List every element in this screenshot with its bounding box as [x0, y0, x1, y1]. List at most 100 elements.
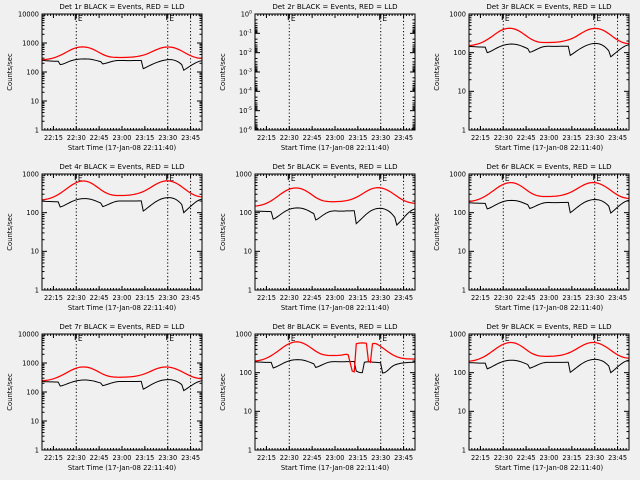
x-axis-tick-label: 23:30 [372, 294, 391, 302]
x-axis-label: Start Time (17-Jan-08 22:11:40) [494, 144, 603, 152]
y-axis-tick-label: 1000 [449, 330, 466, 338]
x-axis-tick-label: 23:15 [349, 134, 368, 142]
x-axis-tick-label: 23:15 [349, 294, 368, 302]
x-axis-tick-label: 23:45 [181, 294, 200, 302]
y-axis-tick-label: 1000 [236, 170, 253, 178]
y-axis-tick-label: 100 [241, 9, 252, 18]
y-axis-tick-label: 10 [31, 248, 39, 256]
y-axis-label: Counts/sec [219, 53, 227, 91]
lld-curve [468, 181, 629, 203]
x-axis-tick-label: 22:45 [90, 294, 109, 302]
y-axis-tick-label: 1 [461, 446, 465, 454]
plot-panel-det7r: Det 7r BLACK = Events, RED = LLD 1 10 100 10… [0, 320, 213, 480]
lld-curve [41, 366, 203, 382]
event-marker-label: E [169, 14, 174, 23]
plot-panel-det1r: Det 1r BLACK = Events, RED = LLD 1 10 100 10… [0, 0, 213, 160]
lld-curve [41, 46, 203, 61]
lld-curve [468, 27, 629, 47]
plot-frame [468, 333, 630, 451]
panel-title: Det 4r BLACK = Events, RED = LLD [59, 162, 185, 171]
event-marker-label: E [291, 174, 296, 183]
x-axis-label: Start Time (17-Jan-08 22:11:40) [68, 304, 177, 312]
x-axis-tick-label: 22:45 [90, 454, 109, 462]
x-axis-tick-label: 23:30 [585, 294, 604, 302]
x-axis-tick-label: 23:15 [135, 134, 154, 142]
x-axis-tick-label: 23:30 [158, 294, 177, 302]
plot-frame [468, 13, 630, 131]
panel-title: Det 3r BLACK = Events, RED = LLD [486, 2, 612, 11]
y-axis-label: Counts/sec [6, 213, 14, 251]
panel-title: Det 1r BLACK = Events, RED = LLD [59, 2, 185, 11]
x-axis-tick-label: 22:30 [493, 294, 512, 302]
y-axis-tick-label: 1 [461, 126, 465, 134]
y-axis-label: Counts/sec [433, 213, 441, 251]
y-axis-tick-label: 1000 [449, 170, 466, 178]
x-axis-tick-label: 23:00 [539, 294, 558, 302]
panel-title: Det 5r BLACK = Events, RED = LLD [273, 162, 399, 171]
plot-frame [468, 173, 630, 291]
y-axis-tick-label: 10 [244, 408, 252, 416]
x-axis-tick-label: 23:00 [113, 134, 132, 142]
lld-curve [41, 180, 203, 201]
y-axis-tick-label: 10-3 [239, 67, 252, 76]
x-axis-tick-label: 23:45 [394, 294, 413, 302]
x-axis-tick-label: 23:00 [326, 134, 345, 142]
x-axis-tick-label: 23:00 [113, 454, 132, 462]
x-axis-tick-label: 22:30 [67, 134, 86, 142]
plot-panel-det2r: Det 2r BLACK = Events, RED = LLD 100 10-1 1… [213, 0, 426, 160]
event-marker-label: E [596, 334, 601, 343]
event-marker-label: E [291, 334, 296, 343]
x-axis-tick-label: 23:30 [585, 454, 604, 462]
x-axis-tick-label: 23:30 [158, 134, 177, 142]
y-axis-tick-label: 10000 [18, 330, 39, 338]
x-axis-tick-label: 22:45 [303, 134, 322, 142]
y-axis-tick-label: 100 [453, 49, 466, 57]
y-axis-tick-label: 1000 [22, 359, 39, 367]
x-axis-tick-label: 22:30 [280, 134, 299, 142]
x-axis-tick-label: 23:15 [349, 454, 368, 462]
x-axis-tick-label: 23:45 [608, 294, 627, 302]
event-marker-label: E [383, 334, 388, 343]
x-axis-tick-label: 22:15 [257, 294, 276, 302]
x-axis-tick-label: 22:45 [303, 294, 322, 302]
event-marker-label: E [596, 174, 601, 183]
event-marker-label: E [169, 174, 174, 183]
x-axis-tick-label: 23:00 [113, 294, 132, 302]
x-axis-tick-label: 23:30 [585, 134, 604, 142]
x-axis-tick-label: 22:45 [516, 134, 535, 142]
x-axis-tick-label: 22:45 [303, 454, 322, 462]
x-axis-tick-label: 23:00 [539, 134, 558, 142]
event-marker-label: E [169, 334, 174, 343]
y-axis-tick-label: 1 [35, 446, 39, 454]
y-axis-tick-label: 100 [453, 369, 466, 377]
y-axis-tick-label: 1 [461, 286, 465, 294]
y-axis-tick-label: 100 [26, 209, 39, 217]
x-axis-tick-label: 22:15 [471, 134, 490, 142]
y-axis-tick-label: 100 [240, 209, 253, 217]
events-curve [41, 379, 203, 392]
plot-frame [41, 13, 203, 131]
y-axis-tick-label: 10000 [18, 10, 39, 18]
x-axis-label: Start Time (17-Jan-08 22:11:40) [281, 304, 390, 312]
event-marker-label: E [291, 14, 296, 23]
y-axis-tick-label: 10-4 [239, 87, 252, 96]
x-axis-tick-label: 23:00 [539, 454, 558, 462]
panel-title: Det 7r BLACK = Events, RED = LLD [59, 322, 185, 331]
y-axis-tick-label: 1000 [22, 39, 39, 47]
x-axis-tick-label: 23:15 [562, 454, 581, 462]
x-axis-tick-label: 22:30 [67, 454, 86, 462]
x-axis-tick-label: 23:30 [158, 454, 177, 462]
event-marker-label: E [78, 174, 83, 183]
y-axis-tick-label: 100 [26, 68, 39, 76]
event-marker-label: E [78, 334, 83, 343]
x-axis-tick-label: 22:45 [516, 454, 535, 462]
y-axis-tick-label: 10 [244, 248, 252, 256]
panel-title: Det 2r BLACK = Events, RED = LLD [273, 2, 399, 11]
x-axis-tick-label: 22:15 [44, 294, 63, 302]
x-axis-tick-label: 22:30 [280, 454, 299, 462]
events-curve [255, 207, 416, 226]
x-axis-tick-label: 23:00 [326, 454, 345, 462]
x-axis-tick-label: 23:15 [562, 294, 581, 302]
y-axis-label: Counts/sec [6, 53, 14, 91]
x-axis-tick-label: 23:45 [181, 454, 200, 462]
